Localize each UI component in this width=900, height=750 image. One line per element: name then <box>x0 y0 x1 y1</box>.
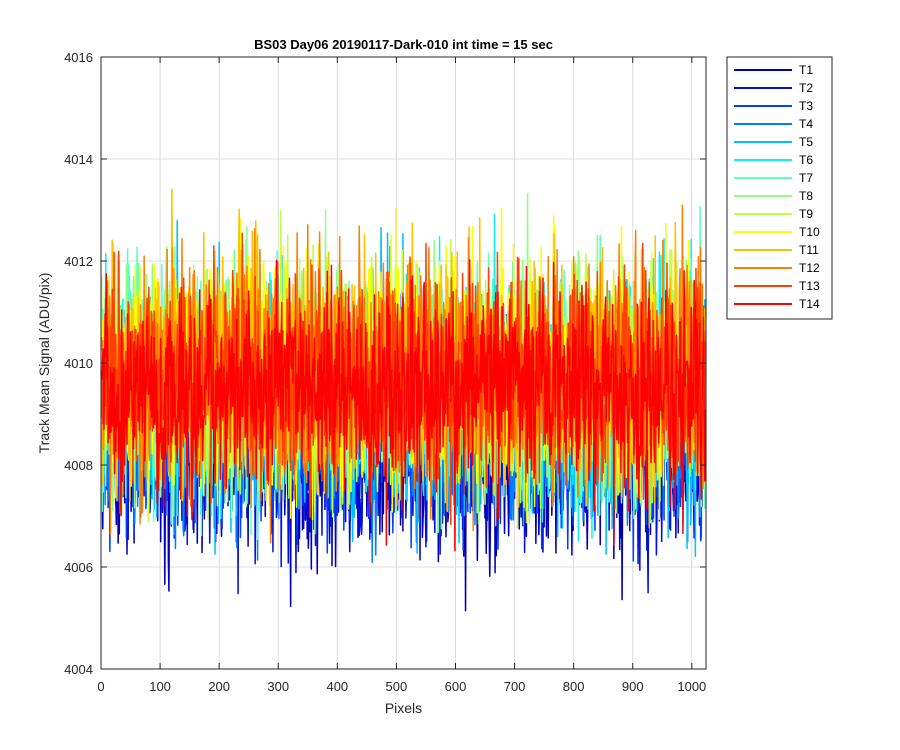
y-tick-label: 4008 <box>64 458 93 473</box>
x-tick-label: 500 <box>386 679 408 694</box>
y-tick-label: 4016 <box>64 50 93 65</box>
legend-label: T9 <box>799 207 813 221</box>
legend-label: T7 <box>799 171 813 185</box>
chart-title: BS03 Day06 20190117-Dark-010 int time = … <box>254 37 553 52</box>
y-tick-label: 4010 <box>64 356 93 371</box>
x-axis-label: Pixels <box>385 700 422 716</box>
x-tick-label: 1000 <box>677 679 706 694</box>
x-tick-label: 0 <box>97 679 104 694</box>
legend-label: T2 <box>799 81 813 95</box>
x-tick-label: 800 <box>563 679 585 694</box>
legend-label: T8 <box>799 189 813 203</box>
legend-label: T1 <box>799 63 813 77</box>
legend-box <box>726 56 833 320</box>
series-line-t14 <box>101 259 706 552</box>
series-group <box>101 188 706 612</box>
legend-label: T12 <box>799 261 820 275</box>
x-tick-label: 300 <box>267 679 289 694</box>
legend-label: T11 <box>799 243 819 257</box>
x-tick-label: 200 <box>208 679 230 694</box>
y-axis-label: Track Mean Signal (ADU/pix) <box>36 273 52 454</box>
legend-label: T5 <box>799 135 813 149</box>
axis-ticks: 0 100 200 300 400 500 600 700 800 900 1000 4004 4006… <box>64 50 706 694</box>
x-tick-label: 100 <box>149 679 171 694</box>
legend-label: T3 <box>799 99 813 113</box>
legend-label: T4 <box>799 117 813 131</box>
x-tick-label: 600 <box>445 679 467 694</box>
legend-label: T10 <box>799 225 820 239</box>
x-tick-label: 900 <box>622 679 644 694</box>
y-tick-label: 4006 <box>64 560 93 575</box>
y-tick-label: 4012 <box>64 254 93 269</box>
legend-label: T14 <box>799 297 820 311</box>
x-tick-label: 700 <box>504 679 526 694</box>
legend-label: T13 <box>799 279 820 293</box>
legend: T1 T2 T3 T4 T5 T6 T7 T8 T9 T10 T11 T12 T13 T14 <box>726 56 833 320</box>
x-tick-label: 400 <box>326 679 348 694</box>
legend-label: T6 <box>799 153 813 167</box>
y-tick-label: 4014 <box>64 152 93 167</box>
y-tick-label: 4004 <box>64 662 93 677</box>
